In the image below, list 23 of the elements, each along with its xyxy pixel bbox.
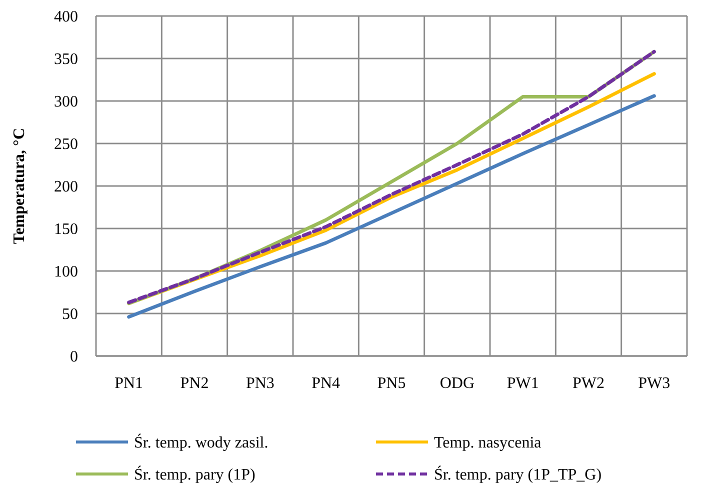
- y-tick-label: 150: [54, 221, 78, 238]
- y-tick-label: 200: [54, 178, 78, 196]
- legend-label: Temp. nasycenia: [434, 434, 542, 452]
- x-tick-label: PN3: [246, 375, 274, 392]
- legend-label: Śr. temp. pary (1P): [134, 466, 256, 484]
- x-tick-label: PN2: [180, 375, 209, 392]
- y-tick-label: 300: [54, 94, 78, 111]
- x-tick-label: PW3: [638, 375, 670, 392]
- x-tick-label: PN4: [312, 375, 340, 392]
- x-tick-label: PW2: [572, 375, 604, 392]
- y-tick-label: 50: [62, 306, 78, 324]
- x-tick-label: ODG: [440, 375, 475, 392]
- y-tick-label: 0: [70, 348, 78, 366]
- y-tick-label: 100: [54, 264, 78, 281]
- y-tick-label: 250: [54, 136, 78, 154]
- x-tick-label: PW1: [506, 375, 539, 392]
- legend-label: Śr. temp. wody zasil.: [134, 434, 268, 452]
- y-axis-title: Temperatura, °C: [11, 128, 28, 244]
- y-tick-label: 400: [54, 8, 78, 26]
- x-tick-label: PN1: [114, 375, 144, 392]
- legend-label: Śr. temp. pary (1P_TP_G): [434, 466, 602, 484]
- y-tick-label: 350: [54, 51, 78, 68]
- x-tick-label: PN5: [377, 375, 406, 392]
